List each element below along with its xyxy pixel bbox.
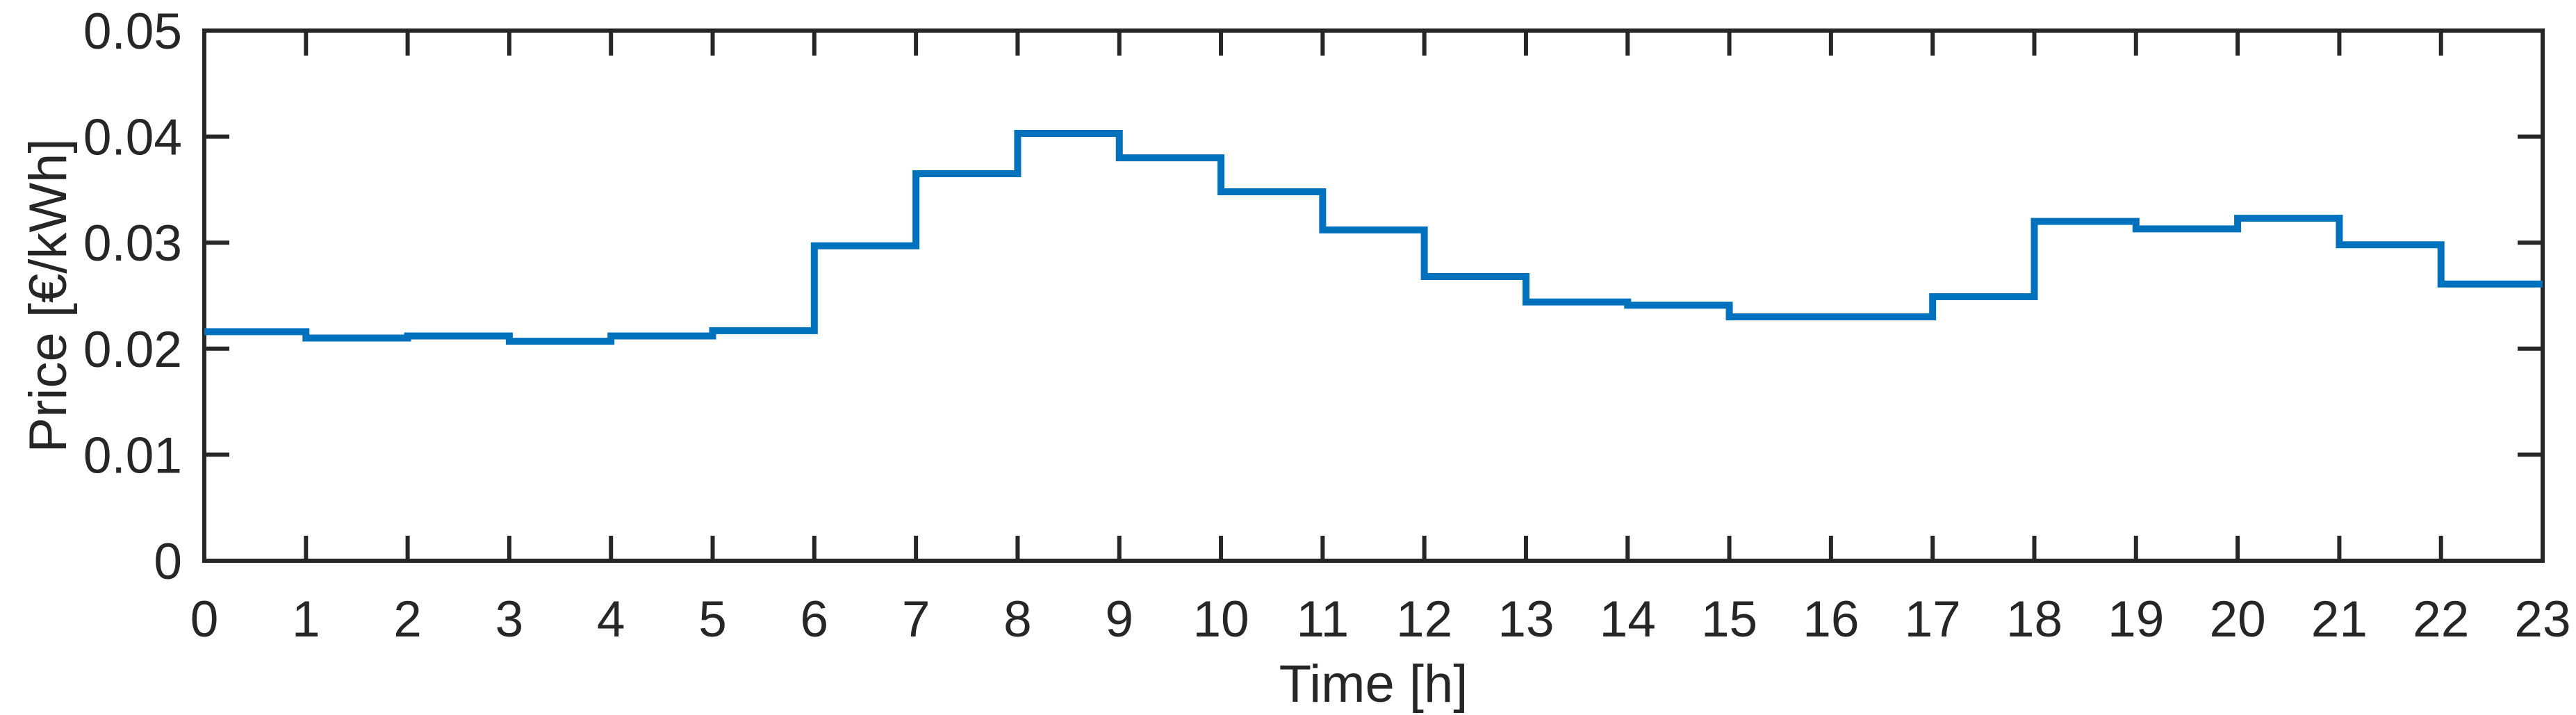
x-tick-label: 22	[2413, 591, 2469, 648]
y-tick-label: 0.01	[83, 427, 182, 484]
x-tick-label: 18	[2006, 591, 2062, 648]
x-tick-label: 16	[1803, 591, 1859, 648]
x-tick-label: 13	[1498, 591, 1554, 648]
x-tick-label: 9	[1105, 591, 1133, 648]
x-tick-label: 23	[2514, 591, 2570, 648]
x-tick-label: 0	[190, 591, 219, 648]
x-tick-label: 2	[393, 591, 422, 648]
x-tick-label: 15	[1701, 591, 1757, 648]
x-tick-label: 1	[292, 591, 320, 648]
x-tick-label: 14	[1600, 591, 1656, 648]
x-tick-label: 12	[1396, 591, 1452, 648]
y-axis-label: Price [€/kWh]	[19, 139, 78, 453]
x-tick-label: 19	[2108, 591, 2164, 648]
y-tick-label: 0.03	[83, 215, 182, 272]
y-tick-label: 0	[154, 534, 182, 590]
x-tick-labels: 0 1 2 3 4 5 6 7 8 9 10 11 12 13 14 15 16 17 18 19 20 21 22 23	[190, 591, 2571, 648]
y-tick-labels: 0 0.01 0.02 0.03 0.04 0.05	[83, 3, 182, 590]
x-tick-label: 3	[495, 591, 524, 648]
x-tick-label: 10	[1192, 591, 1249, 648]
y-tick-label: 0.04	[83, 110, 182, 166]
x-tick-label: 8	[1003, 591, 1032, 648]
x-tick-label: 6	[801, 591, 829, 648]
x-axis-label: Time [h]	[1279, 655, 1468, 714]
axes-box	[202, 28, 2545, 563]
x-tick-label: 20	[2209, 591, 2265, 648]
x-tick-label: 7	[902, 591, 930, 648]
y-tick-label: 0.02	[83, 322, 182, 378]
y-tick-label: 0.05	[83, 3, 182, 60]
x-tick-label: 21	[2311, 591, 2368, 648]
x-tick-label: 5	[698, 591, 727, 648]
x-tick-label: 17	[1905, 591, 1961, 648]
price-step-line	[204, 130, 2543, 345]
x-tick-label: 4	[597, 591, 625, 648]
x-tick-label: 11	[1296, 591, 1349, 648]
